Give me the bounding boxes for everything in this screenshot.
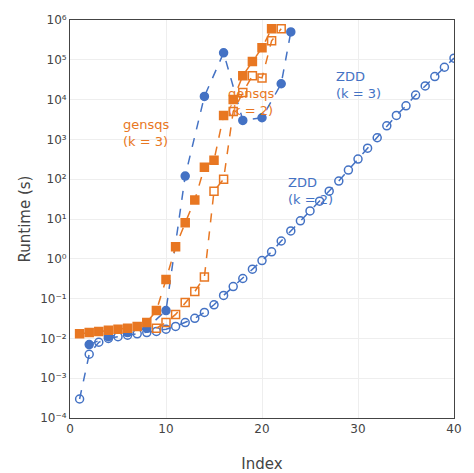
svg-text:10⁻²: 10⁻² <box>40 332 67 346</box>
svg-text:10³: 10³ <box>47 133 67 147</box>
svg-text:40: 40 <box>446 422 461 436</box>
svg-text:10¹: 10¹ <box>47 212 67 226</box>
svg-text:10: 10 <box>158 422 173 436</box>
svg-text:10⁻⁴: 10⁻⁴ <box>40 411 67 425</box>
svg-text:20: 20 <box>254 422 269 436</box>
svg-text:10²: 10² <box>47 172 67 186</box>
svg-text:ZDD(k = 3): ZDD(k = 3) <box>336 69 381 101</box>
svg-text:Runtime (s): Runtime (s) <box>16 176 34 263</box>
svg-text:10⁻³: 10⁻³ <box>40 371 67 385</box>
svg-text:Index: Index <box>241 455 282 473</box>
svg-text:ZDD(k = 2): ZDD(k = 2) <box>288 175 333 207</box>
svg-text:10⁰: 10⁰ <box>47 252 67 266</box>
svg-text:gensqs(k = 3): gensqs(k = 3) <box>123 117 170 149</box>
svg-text:0: 0 <box>66 422 74 436</box>
svg-text:30: 30 <box>350 422 365 436</box>
svg-text:10⁶: 10⁶ <box>47 13 67 27</box>
svg-text:10⁻¹: 10⁻¹ <box>40 292 67 306</box>
svg-text:10⁴: 10⁴ <box>47 93 67 107</box>
svg-text:gensqs(k = 2): gensqs(k = 2) <box>228 86 275 118</box>
svg-text:10⁵: 10⁵ <box>47 53 67 67</box>
